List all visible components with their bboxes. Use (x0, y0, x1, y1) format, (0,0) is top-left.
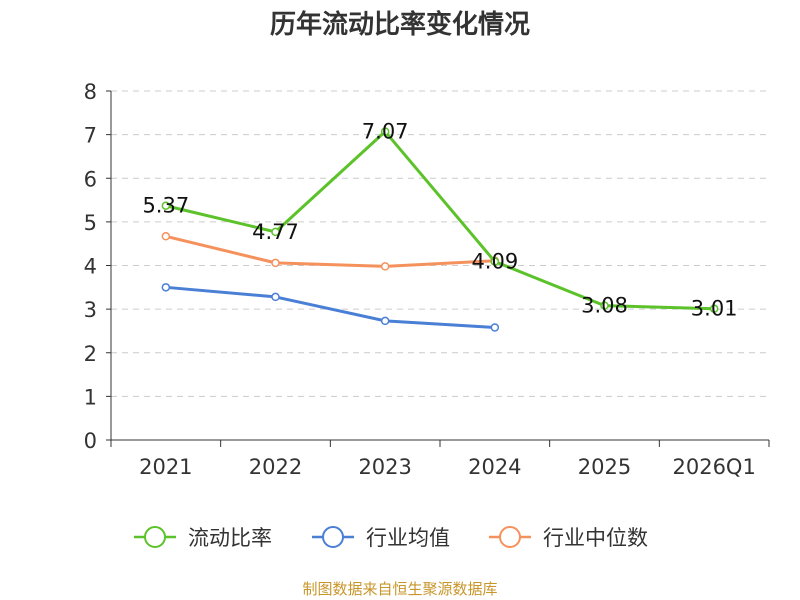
data-point (380, 127, 390, 136)
y-tick-label: 8 (84, 80, 97, 104)
legend-label: 行业中位数 (543, 526, 648, 550)
data-point (161, 201, 171, 210)
y-tick-label: 0 (84, 429, 97, 453)
series-line-行业均值 (165, 285, 495, 329)
data-point (600, 301, 609, 310)
data-label: 4.09 (471, 250, 518, 274)
data-label: 4.77 (252, 220, 299, 244)
x-tick-label: 2026Q1 (672, 455, 755, 479)
chart-title: 历年流动比率变化情况 (269, 10, 530, 40)
x-tick-label: 2021 (139, 455, 192, 479)
data-point (490, 323, 500, 332)
data-point (271, 258, 280, 268)
data-label: 7.07 (362, 120, 409, 144)
y-tick-label: 5 (84, 211, 97, 235)
legend-label: 行业均值 (366, 526, 450, 550)
series-line-流动比率 (165, 130, 715, 311)
y-tick-label: 2 (84, 342, 97, 366)
data-point (490, 257, 500, 266)
data-point (380, 316, 390, 326)
y-tick-label: 1 (84, 385, 97, 409)
data-label: 3.08 (581, 294, 628, 318)
series-line-行业中位数 (165, 234, 495, 268)
y-tick-label: 4 (84, 255, 97, 279)
data-point (271, 227, 280, 237)
data-point (161, 232, 171, 241)
x-tick-label: 2024 (468, 455, 521, 479)
legend-marker-icon (144, 526, 166, 548)
legend-marker-icon (499, 526, 521, 548)
y-tick-label: 7 (84, 124, 97, 148)
x-tick-label: 2022 (249, 455, 302, 479)
data-point (271, 292, 280, 302)
y-tick-label: 3 (84, 298, 97, 322)
legend-marker-icon (322, 526, 344, 548)
y-tick-label: 6 (84, 167, 97, 191)
data-label: 5.37 (142, 194, 189, 218)
data-label: 3.01 (691, 297, 738, 321)
x-tick-label: 2023 (358, 455, 411, 479)
data-point (709, 304, 719, 313)
data-point (380, 262, 390, 271)
legend-label: 流动比率 (188, 526, 272, 550)
data-point (161, 283, 171, 292)
x-tick-label: 2025 (578, 455, 631, 479)
data-source-note: 制图数据来自恒生聚源数据库 (302, 580, 498, 598)
